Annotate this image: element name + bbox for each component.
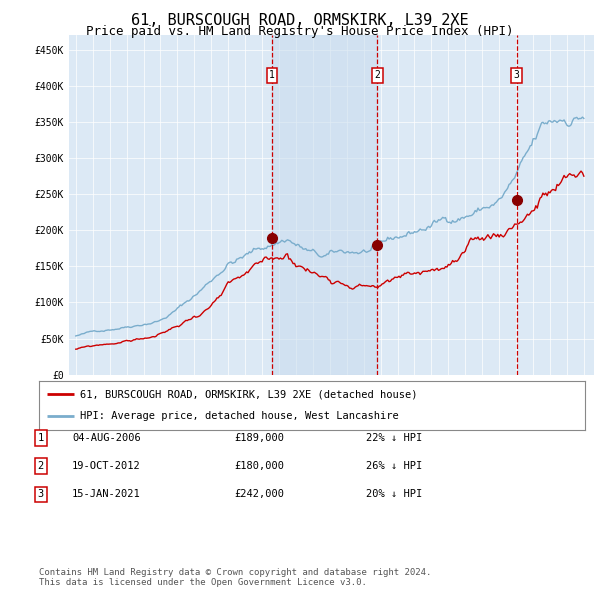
Text: 2: 2 [38, 461, 44, 471]
Text: 2: 2 [374, 70, 380, 80]
Text: 20% ↓ HPI: 20% ↓ HPI [366, 490, 422, 499]
Text: HPI: Average price, detached house, West Lancashire: HPI: Average price, detached house, West… [80, 411, 398, 421]
Text: 3: 3 [514, 70, 520, 80]
Text: £180,000: £180,000 [234, 461, 284, 471]
Text: 1: 1 [38, 433, 44, 442]
Text: 1: 1 [269, 70, 275, 80]
Text: 3: 3 [38, 490, 44, 499]
Text: 22% ↓ HPI: 22% ↓ HPI [366, 433, 422, 442]
Text: 04-AUG-2006: 04-AUG-2006 [72, 433, 141, 442]
Bar [272, 35, 377, 375]
Text: Price paid vs. HM Land Registry's House Price Index (HPI): Price paid vs. HM Land Registry's House … [86, 25, 514, 38]
Text: £242,000: £242,000 [234, 490, 284, 499]
Text: 61, BURSCOUGH ROAD, ORMSKIRK, L39 2XE: 61, BURSCOUGH ROAD, ORMSKIRK, L39 2XE [131, 13, 469, 28]
Text: Contains HM Land Registry data © Crown copyright and database right 2024.
This d: Contains HM Land Registry data © Crown c… [39, 568, 431, 587]
Text: 26% ↓ HPI: 26% ↓ HPI [366, 461, 422, 471]
Text: 61, BURSCOUGH ROAD, ORMSKIRK, L39 2XE (detached house): 61, BURSCOUGH ROAD, ORMSKIRK, L39 2XE (d… [80, 389, 418, 399]
Text: 15-JAN-2021: 15-JAN-2021 [72, 490, 141, 499]
Text: £189,000: £189,000 [234, 433, 284, 442]
Text: 19-OCT-2012: 19-OCT-2012 [72, 461, 141, 471]
